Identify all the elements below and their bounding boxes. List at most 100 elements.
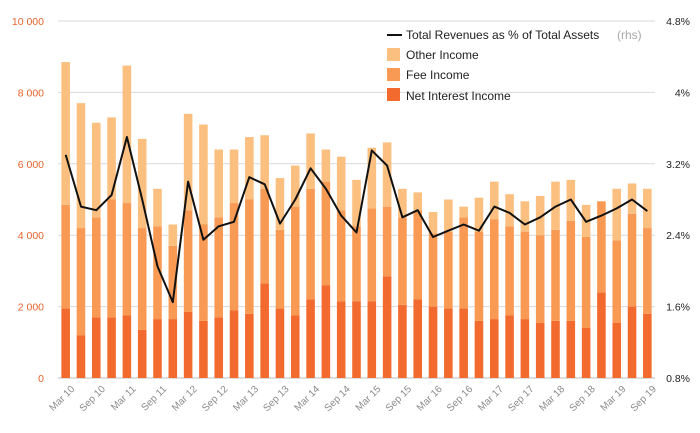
revenue-ratio-line (64, 136, 648, 304)
bar-other-income (214, 149, 224, 218)
bar-net-interest-income (551, 320, 560, 378)
bar-fee-income (183, 210, 193, 312)
bar-net-interest-income (336, 301, 346, 378)
bar-net-interest-income (168, 319, 178, 378)
bar-fee-income (367, 208, 377, 302)
bar-net-interest-income (612, 322, 622, 378)
right-tick-label: 2.4% (666, 230, 690, 242)
x-tick-label: Sep 19 (629, 384, 659, 414)
bar-other-income (489, 181, 499, 220)
bar-net-interest-income (107, 317, 116, 378)
bar-fee-income (474, 231, 484, 321)
bar-net-interest-income (444, 308, 453, 378)
bar-fee-income (627, 213, 637, 307)
x-tick-label: Sep 12 (200, 384, 230, 414)
bar-other-income (107, 117, 116, 200)
bar-net-interest-income (398, 304, 407, 378)
bar-fee-income (229, 203, 239, 311)
bar-fee-income (566, 220, 576, 321)
bar-fee-income (122, 203, 132, 316)
x-tick-label: Sep 17 (506, 384, 536, 414)
bar-net-interest-income (229, 310, 239, 378)
bar-net-interest-income (352, 301, 361, 378)
bar-other-income (168, 224, 178, 246)
bar-net-interest-income (122, 315, 132, 378)
bar-other-income (444, 199, 453, 232)
bar-net-interest-income (321, 285, 331, 378)
bar-net-interest-income (627, 306, 637, 378)
bar-other-income (474, 197, 484, 232)
x-tick-label: Mar 16 (415, 384, 445, 414)
bar-fee-income (612, 240, 622, 323)
bar-net-interest-income (505, 315, 514, 378)
legend-fee-label: Fee Income (406, 68, 470, 82)
bar-fee-income (535, 235, 545, 323)
bar-net-interest-income (214, 317, 224, 378)
bar-net-interest-income (245, 313, 254, 378)
bar-other-income (535, 195, 545, 236)
x-tick-label: Mar 17 (476, 384, 506, 414)
bar-fee-income (581, 236, 591, 329)
bar-net-interest-income (61, 308, 70, 378)
bar-fee-income (382, 206, 392, 277)
x-tick-label: Sep 11 (139, 384, 169, 414)
right-tick-label: 1.6% (666, 302, 690, 314)
bar-fee-income (551, 229, 560, 321)
legend-other-label: Other Income (406, 48, 479, 62)
right-axis: 0.8% 1.6% 2.4% 3.2% 4% 4.8% (666, 16, 690, 385)
right-tick-label: 4.8% (666, 16, 690, 28)
x-tick-label: Mar 18 (537, 384, 567, 414)
bar-net-interest-income (535, 322, 545, 378)
bar-other-income (199, 124, 208, 225)
x-tick-label: Mar 14 (292, 384, 322, 414)
bar-net-interest-income (76, 335, 86, 378)
x-tick-label: Sep 16 (445, 384, 475, 414)
bar-fee-income (413, 210, 423, 300)
bar-other-income (61, 62, 70, 205)
bar-net-interest-income (489, 319, 499, 378)
bar-fee-income (398, 217, 407, 305)
bar-fee-income (520, 231, 530, 320)
bar-other-income (520, 201, 530, 232)
bar-other-income (229, 149, 239, 204)
bar-net-interest-income (199, 320, 208, 378)
bar-fee-income (643, 228, 652, 314)
bar-fee-income (597, 201, 606, 293)
legend-net-label: Net Interest Income (406, 89, 511, 103)
bar-net-interest-income (367, 301, 377, 378)
bar-fee-income (459, 217, 468, 309)
bar-fee-income (321, 181, 331, 286)
bar-net-interest-income (306, 299, 315, 378)
bar-other-income (352, 179, 361, 227)
bar-other-income (428, 211, 438, 234)
left-tick-label: 10 000 (12, 16, 44, 28)
legend-line-note: (rhs) (617, 28, 642, 42)
x-tick-label: Mar 12 (170, 384, 200, 414)
bar-fee-income (260, 188, 269, 284)
bar-other-income (336, 156, 346, 211)
x-tick-label: Mar 11 (109, 384, 139, 414)
right-tick-label: 0.8% (666, 373, 690, 385)
bar-net-interest-income (413, 299, 423, 378)
x-tick-label: Mar 13 (231, 384, 261, 414)
bar-net-interest-income (459, 308, 468, 378)
left-tick-label: 2 000 (18, 302, 44, 314)
bar-fee-income (275, 229, 285, 309)
bar-other-income (275, 178, 285, 230)
bar-fee-income (168, 245, 178, 320)
bar-fee-income (290, 206, 300, 316)
bar-net-interest-income (597, 292, 606, 378)
legend-fee-swatch (387, 68, 400, 81)
bar-fee-income (137, 228, 147, 330)
bar-fee-income (61, 204, 70, 309)
bar-other-income (321, 149, 331, 182)
bar-other-income (91, 122, 101, 218)
bar-other-income (306, 133, 315, 189)
bar-net-interest-income (474, 320, 484, 378)
bar-fee-income (336, 210, 346, 302)
bar-other-income (382, 142, 392, 207)
bar-fee-income (306, 188, 315, 300)
bar-net-interest-income (643, 313, 652, 378)
legend: Total Revenues as % of Total Assets (rhs… (387, 28, 642, 103)
